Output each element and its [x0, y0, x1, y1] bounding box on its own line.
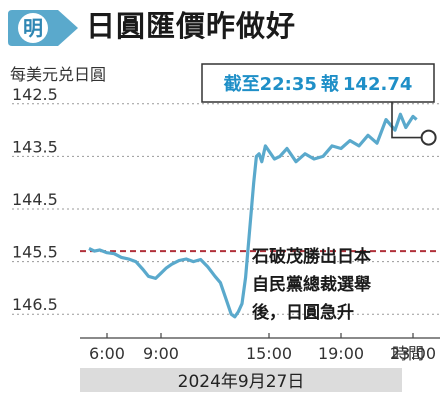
callout-word: 報 [321, 73, 340, 95]
x-tick-label: 9:00 [143, 344, 179, 363]
x-tick-label: 23:00 [390, 344, 436, 363]
grid-lines [12, 103, 440, 315]
y-tick-label: 146.5 [12, 295, 58, 314]
latest-point-marker [420, 129, 437, 146]
series-line-usd-jpy [88, 112, 418, 319]
x-unit-label: 時間 [392, 344, 424, 363]
y-tick-label: 143.5 [12, 137, 58, 156]
chart-title: 日圓匯價昨做好 [86, 9, 297, 43]
annotation-line-1: 石破茂勝出日本 [251, 246, 371, 267]
y-tick-labels: 142.5 143.5 144.5 145.5 146.5 [12, 85, 58, 314]
annotation-line-2: 自民黨總裁選舉 [252, 274, 372, 295]
newspaper-logo: 明 [6, 6, 80, 54]
x-ticks [106, 333, 414, 338]
annotation-line-3: 後，日圓急升 [252, 302, 354, 323]
latest-value-callout: 截至22:35 報 142.74 [201, 63, 437, 146]
date-label: 2024年9月27日 [178, 372, 305, 392]
x-tick-label: 15:00 [246, 344, 292, 363]
date-band [80, 368, 402, 392]
callout-value: 142.74 [343, 74, 412, 95]
x-tick-labels: 6:00 9:00 15:00 19:00 23:00 [89, 344, 436, 363]
y-tick-label: 142.5 [12, 85, 58, 104]
y-axis-label: 每美元兑日圓 [10, 65, 106, 84]
callout-prefix: 截至 [224, 73, 260, 95]
callout-text: 截至22:35 報 142.74 [224, 73, 413, 95]
callout-box [201, 63, 435, 103]
y-tick-label: 144.5 [12, 190, 58, 209]
event-annotation: 石破茂勝出日本 自民黨總裁選舉 後，日圓急升 [251, 246, 372, 323]
x-tick-label: 6:00 [89, 344, 125, 363]
logo-text: 明 [23, 16, 43, 40]
logo-circle [18, 13, 48, 43]
y-tick-label: 145.5 [12, 243, 58, 262]
logo-badge: 明 [8, 10, 78, 46]
x-tick-label: 19:00 [318, 344, 364, 363]
callout-time: 22:35 [260, 74, 317, 95]
